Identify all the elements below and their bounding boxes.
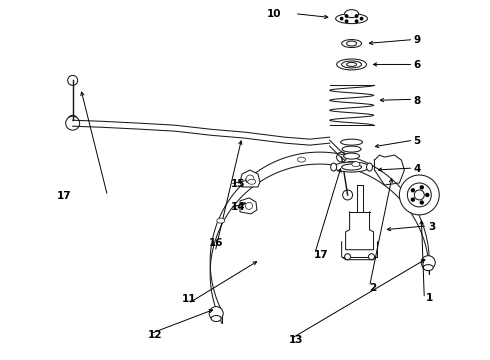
Circle shape bbox=[246, 175, 254, 183]
Ellipse shape bbox=[423, 265, 433, 271]
Text: 15: 15 bbox=[230, 179, 245, 189]
Ellipse shape bbox=[352, 162, 360, 167]
Ellipse shape bbox=[342, 40, 362, 48]
Circle shape bbox=[355, 20, 358, 22]
Ellipse shape bbox=[337, 59, 367, 70]
Ellipse shape bbox=[344, 10, 359, 18]
Circle shape bbox=[412, 189, 415, 192]
Text: 17: 17 bbox=[313, 250, 328, 260]
Ellipse shape bbox=[297, 157, 305, 162]
Circle shape bbox=[407, 183, 431, 207]
Circle shape bbox=[415, 190, 424, 200]
Ellipse shape bbox=[341, 139, 363, 145]
Circle shape bbox=[341, 17, 343, 20]
Circle shape bbox=[344, 254, 350, 260]
Circle shape bbox=[345, 20, 348, 22]
Circle shape bbox=[421, 256, 435, 270]
Text: 17: 17 bbox=[57, 191, 72, 201]
Text: 4: 4 bbox=[414, 164, 421, 174]
Ellipse shape bbox=[211, 316, 221, 321]
Ellipse shape bbox=[342, 146, 361, 152]
Text: 6: 6 bbox=[414, 60, 420, 70]
Circle shape bbox=[420, 186, 423, 189]
Text: 8: 8 bbox=[414, 96, 420, 106]
Text: 1: 1 bbox=[426, 293, 433, 303]
Ellipse shape bbox=[346, 62, 357, 67]
Ellipse shape bbox=[334, 162, 369, 172]
Circle shape bbox=[355, 15, 358, 17]
Circle shape bbox=[345, 15, 348, 17]
Ellipse shape bbox=[336, 14, 368, 24]
Circle shape bbox=[426, 193, 429, 197]
Text: 3: 3 bbox=[428, 222, 435, 231]
Circle shape bbox=[412, 198, 415, 201]
Ellipse shape bbox=[342, 164, 362, 170]
Circle shape bbox=[68, 115, 77, 125]
Ellipse shape bbox=[217, 218, 225, 223]
Polygon shape bbox=[240, 198, 257, 214]
Ellipse shape bbox=[343, 153, 360, 159]
Ellipse shape bbox=[345, 162, 358, 167]
Text: 2: 2 bbox=[369, 283, 377, 293]
Text: 12: 12 bbox=[147, 330, 162, 340]
Text: 10: 10 bbox=[267, 9, 282, 19]
Circle shape bbox=[360, 17, 363, 20]
Circle shape bbox=[368, 254, 374, 260]
Text: 5: 5 bbox=[414, 136, 420, 145]
Text: 11: 11 bbox=[182, 294, 196, 304]
Circle shape bbox=[68, 75, 77, 85]
Text: 14: 14 bbox=[230, 202, 245, 212]
Circle shape bbox=[245, 202, 252, 210]
Text: 9: 9 bbox=[414, 35, 420, 45]
Circle shape bbox=[420, 201, 423, 204]
Circle shape bbox=[343, 190, 353, 200]
Ellipse shape bbox=[247, 179, 256, 184]
Ellipse shape bbox=[331, 163, 337, 171]
Polygon shape bbox=[240, 170, 260, 187]
Text: 16: 16 bbox=[208, 238, 223, 248]
Ellipse shape bbox=[367, 163, 372, 171]
Ellipse shape bbox=[342, 61, 362, 68]
Ellipse shape bbox=[346, 41, 357, 46]
Circle shape bbox=[209, 307, 223, 320]
Text: 13: 13 bbox=[289, 334, 303, 345]
Circle shape bbox=[66, 116, 80, 130]
Circle shape bbox=[337, 152, 346, 162]
Circle shape bbox=[399, 175, 439, 215]
